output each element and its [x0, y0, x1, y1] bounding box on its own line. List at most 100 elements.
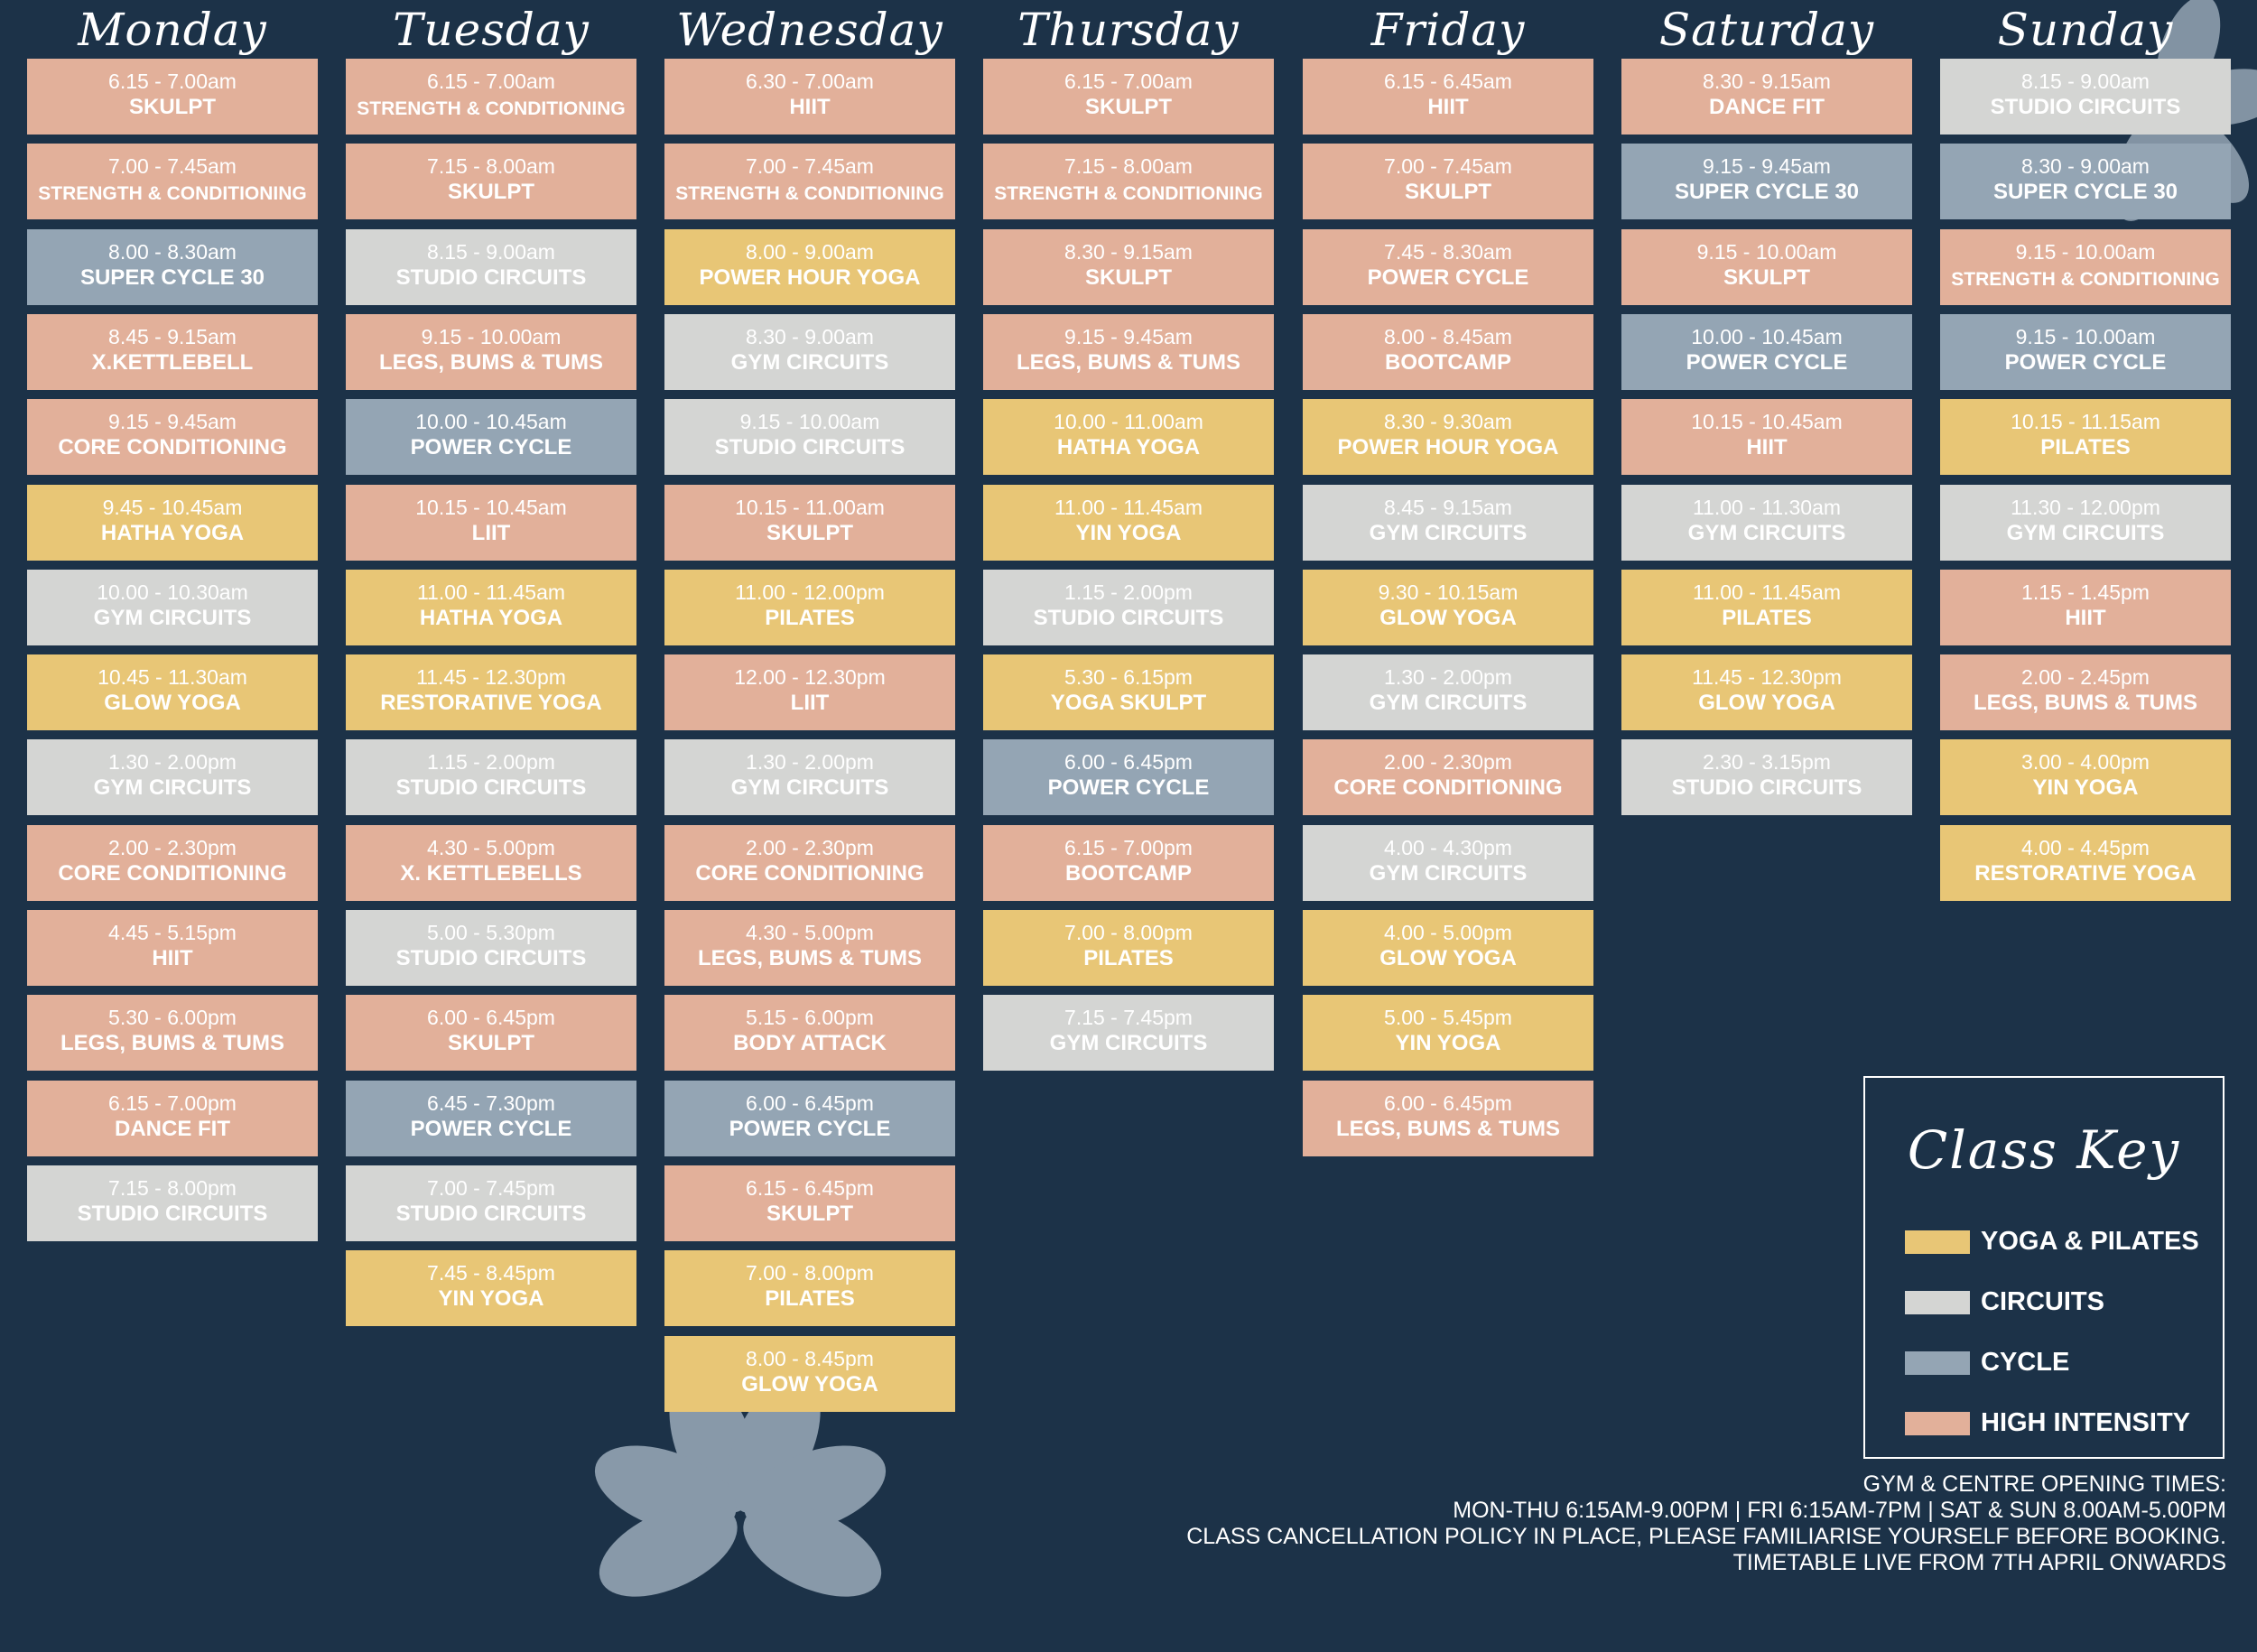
class-name: PILATES: [1083, 946, 1174, 970]
class-name: GYM CIRCUITS: [1687, 520, 1846, 545]
class-name: SKULPT: [448, 180, 534, 205]
class-time: 7.00 - 8.00pm: [1064, 921, 1193, 944]
key-label: HIGH INTENSITY: [1981, 1408, 2191, 1437]
class-slot: 7.00 - 7.45am STRENGTH & CONDITIONING: [27, 144, 318, 220]
class-slot: 10.00 - 11.00am HATHA YOGA: [983, 399, 1274, 476]
class-time: 4.00 - 4.30pm: [1384, 835, 1512, 859]
class-slot: 9.15 - 10.00am POWER CYCLE: [1940, 313, 2231, 390]
class-name: STUDIO CIRCUITS: [1990, 95, 2181, 119]
class-time: 10.45 - 11.30am: [98, 665, 247, 690]
class-time: 7.00 - 7.45am: [108, 154, 237, 179]
class-name: BOOTCAMP: [1065, 860, 1192, 886]
class-time: 8.30 - 9.00am: [746, 324, 874, 348]
class-slot: 10.00 - 10.30am GYM CIRCUITS: [27, 569, 318, 645]
class-slot: 6.00 - 6.45pm POWER CYCLE: [983, 739, 1274, 816]
class-name: SKULPT: [1405, 180, 1491, 205]
key-swatch: [1905, 1351, 1970, 1375]
class-time: 6.15 - 7.00am: [108, 70, 237, 93]
class-time: 2.00 - 2.30pm: [1384, 750, 1512, 775]
class-slot: 8.15 - 9.00am STUDIO CIRCUITS: [346, 228, 636, 305]
class-slot: 8.45 - 9.15am GYM CIRCUITS: [1303, 484, 1593, 561]
day-heading: Tuesday: [393, 4, 590, 56]
class-time: 9.15 - 10.00am: [421, 324, 562, 348]
timetable-live-date: TIMETABLE LIVE FROM 7TH APRIL ONWARDS: [1732, 1550, 2226, 1575]
class-slot: 10.15 - 11.00am SKULPT: [664, 484, 955, 561]
class-time: 8.30 - 9.15am: [1703, 70, 1831, 93]
class-name: GYM CIRCUITS: [93, 775, 252, 801]
class-time: 7.45 - 8.45pm: [427, 1261, 555, 1285]
class-time: 7.00 - 7.45pm: [427, 1175, 555, 1200]
day-heading: Thursday: [1017, 4, 1240, 56]
class-name: RESTORATIVE YOGA: [1974, 860, 2197, 886]
class-name: GLOW YOGA: [741, 1371, 878, 1397]
class-name: PILATES: [1722, 605, 1812, 630]
class-slot: 7.00 - 8.00pm PILATES: [983, 910, 1274, 986]
class-slot: 5.00 - 5.45pm YIN YOGA: [1303, 995, 1593, 1072]
class-time: 6.00 - 6.45pm: [746, 1091, 874, 1115]
class-time: 1.15 - 1.45pm: [2021, 580, 2150, 604]
class-slot: 11.00 - 12.00pm PILATES: [664, 569, 955, 645]
class-name: STRENGTH & CONDITIONING: [675, 183, 944, 205]
class-slot: 6.15 - 7.00pm BOOTCAMP: [983, 824, 1274, 901]
class-name: LEGS, BUMS & TUMS: [1335, 1116, 1560, 1141]
class-slot: 7.15 - 8.00pm STUDIO CIRCUITS: [27, 1165, 318, 1241]
class-slot: 6.30 - 7.00am HIIT: [664, 59, 955, 135]
class-slot: 2.00 - 2.30pm CORE CONDITIONING: [1303, 739, 1593, 816]
class-slot: 6.15 - 7.00am SKULPT: [983, 59, 1274, 135]
class-time: 8.30 - 9.00am: [2021, 154, 2150, 179]
class-slot: 1.30 - 2.00pm GYM CIRCUITS: [1303, 654, 1593, 731]
class-name: SKULPT: [1085, 265, 1172, 290]
class-slot: 10.15 - 10.45am HIIT: [1621, 399, 1912, 476]
day-heading: Sunday: [1997, 4, 2174, 56]
class-time: 10.00 - 10.30am: [97, 580, 248, 604]
class-name: POWER HOUR YOGA: [1337, 435, 1559, 460]
class-slot: 8.00 - 9.00am POWER HOUR YOGA: [664, 228, 955, 305]
key-label: CYCLE: [1981, 1348, 2070, 1377]
class-slot: 5.00 - 5.30pm STUDIO CIRCUITS: [346, 910, 636, 986]
class-slot: 6.45 - 7.30pm POWER CYCLE: [346, 1080, 636, 1156]
class-name: GYM CIRCUITS: [93, 605, 252, 630]
class-slot: 6.00 - 6.45pm LEGS, BUMS & TUMS: [1303, 1080, 1593, 1156]
class-time: 5.30 - 6.00pm: [108, 1006, 237, 1030]
class-slot: 2.00 - 2.30pm CORE CONDITIONING: [664, 824, 955, 901]
class-slot: 9.15 - 9.45am SUPER CYCLE 30: [1621, 144, 1912, 220]
class-slot: 8.15 - 9.00am STUDIO CIRCUITS: [1940, 59, 2231, 135]
class-time: 6.15 - 7.00pm: [108, 1091, 237, 1115]
class-name: GYM CIRCUITS: [2006, 520, 2165, 545]
class-time: 4.30 - 5.00pm: [746, 921, 874, 944]
class-slot: 11.00 - 11.45am HATHA YOGA: [346, 569, 636, 645]
class-name: GYM CIRCUITS: [1369, 691, 1528, 716]
opening-times-heading: GYM & CENTRE OPENING TIMES:: [1862, 1471, 2226, 1497]
class-slot: 9.30 - 10.15am GLOW YOGA: [1303, 569, 1593, 645]
class-slot: 2.00 - 2.30pm CORE CONDITIONING: [27, 824, 318, 901]
class-name: X.KETTLEBELL: [91, 349, 254, 375]
class-time: 2.30 - 3.15pm: [1703, 750, 1831, 775]
class-slot: 10.15 - 11.15am PILATES: [1940, 399, 2231, 476]
class-time: 7.00 - 8.00pm: [746, 1261, 874, 1285]
class-time: 7.15 - 8.00am: [1064, 154, 1193, 179]
key-swatch: [1905, 1412, 1970, 1435]
class-slot: 11.45 - 12.30pm GLOW YOGA: [1621, 654, 1912, 731]
class-name: STUDIO CIRCUITS: [395, 775, 587, 801]
class-name: GYM CIRCUITS: [1369, 520, 1528, 545]
class-name: GYM CIRCUITS: [730, 775, 889, 801]
class-name: STUDIO CIRCUITS: [395, 1201, 587, 1226]
class-time: 11.45 - 12.30pm: [416, 665, 566, 690]
class-time: 4.00 - 5.00pm: [1384, 921, 1512, 944]
class-time: 5.00 - 5.30pm: [427, 921, 555, 944]
class-slot: 6.15 - 6.45am HIIT: [1303, 59, 1593, 135]
class-time: 6.30 - 7.00am: [746, 70, 874, 93]
class-name: STRENGTH & CONDITIONING: [1951, 268, 2220, 290]
class-slot: 10.15 - 10.45am LIIT: [346, 484, 636, 561]
class-slot: 7.45 - 8.45pm YIN YOGA: [346, 1250, 636, 1327]
class-name: HATHA YOGA: [100, 520, 245, 545]
class-name: POWER CYCLE: [729, 1116, 891, 1141]
class-name: LEGS, BUMS & TUMS: [697, 946, 922, 970]
class-time: 6.15 - 7.00am: [1064, 70, 1193, 93]
class-slot: 7.00 - 7.45pm STUDIO CIRCUITS: [346, 1165, 636, 1241]
class-time: 1.30 - 2.00pm: [746, 750, 874, 775]
class-slot: 8.30 - 9.00am GYM CIRCUITS: [664, 313, 955, 390]
class-name: GLOW YOGA: [1698, 691, 1835, 716]
class-time: 9.15 - 10.00am: [2015, 324, 2156, 348]
class-slot: 5.30 - 6.15pm YOGA SKULPT: [983, 654, 1274, 731]
